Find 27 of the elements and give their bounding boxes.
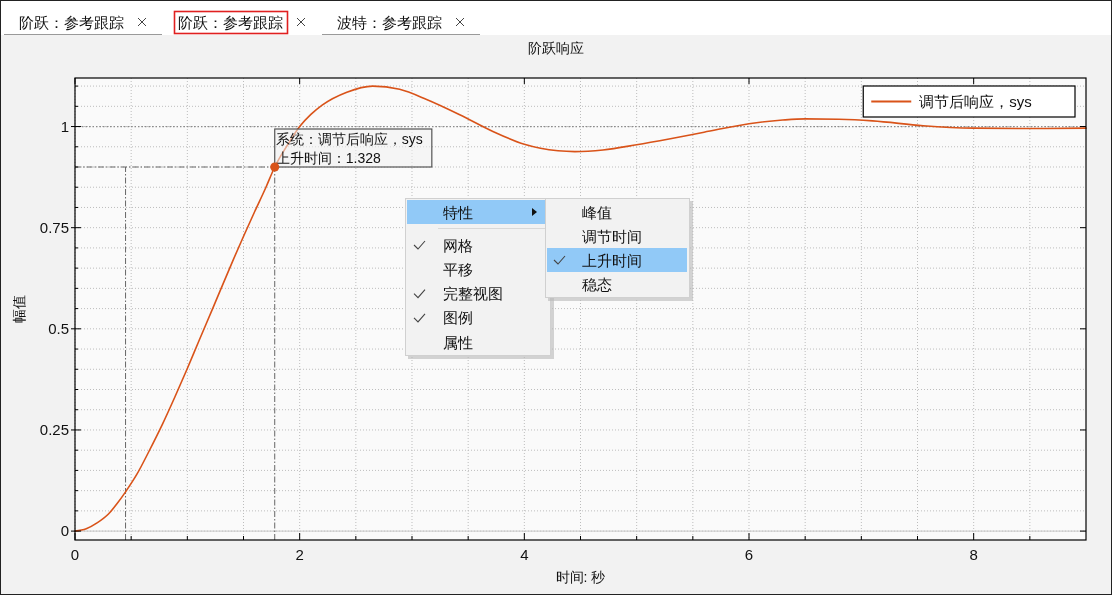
y-tick-label: 0.25 [39,420,69,438]
annotation: 上升时间 [582,251,642,269]
y-tick-label: 1 [60,117,69,135]
annotation: 完整视图 [443,285,503,303]
text: 阶跃：参考跟踪 [19,14,124,31]
y-tick-label: 0.5 [48,319,69,337]
x-tick-label: 4 [520,546,529,563]
legend-label: 调节后响应，sys [919,92,1032,110]
chart-title: 阶跃响应 [528,40,584,56]
x-tick-label: 2 [295,546,304,563]
annotation: 调节时间 [582,227,642,245]
annotation: 特性 [443,203,473,221]
x-tick-label: 6 [744,546,754,563]
text: 波特：参考跟踪 [337,14,442,31]
annotation: 平移 [443,260,473,278]
y-axis-title: 幅值 [11,295,27,323]
annotation: 图例 [443,309,473,327]
x-tick-label: 8 [969,546,978,563]
annotation: 网格 [443,236,473,254]
annotation: 峰值 [582,203,612,221]
y-tick-label: 0 [60,522,69,540]
annotation: 系统：调节后响应，sys 上升时间：1.328 [275,131,423,166]
annotation: 稳态 [582,275,612,293]
y-tick-label: 0.75 [39,218,69,236]
x-axis-title: 时间: 秒 [555,569,606,585]
annotation: 属性 [443,333,473,351]
text: 阶跃：参考跟踪 [178,14,283,31]
